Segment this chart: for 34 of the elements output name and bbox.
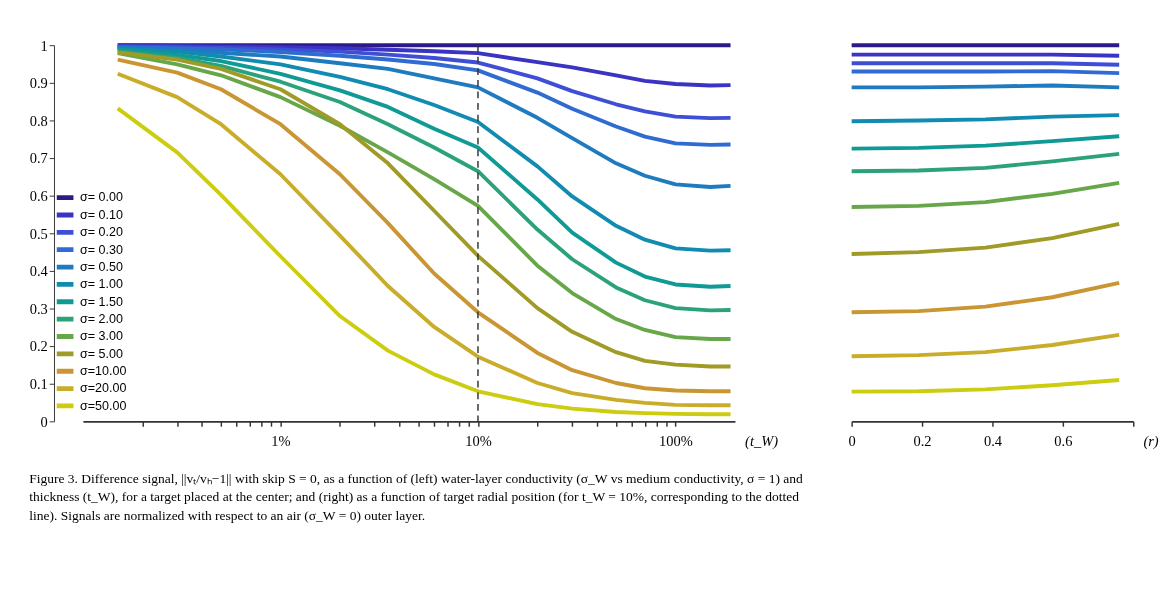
legend-label: σ=50.00 [80,398,127,413]
legend-label: σ= 0.10 [80,207,123,222]
y-tick-label: 1 [40,37,48,54]
legend-label: σ= 3.00 [80,329,123,344]
legend-label: σ= 1.00 [80,277,123,292]
y-tick-label: 0.7 [29,150,48,167]
legend-label: σ= 0.20 [80,225,123,240]
y-tick-label: 0.3 [29,300,48,317]
legend-label: σ= 2.00 [80,311,123,326]
y-tick-label: 0.4 [29,263,48,280]
y-tick-label: 0.5 [29,225,48,242]
x-tick-label: 1% [271,432,291,449]
y-tick-label: 0.1 [29,376,48,393]
legend-label: σ= 0.00 [80,190,123,205]
x-tick-label: 0 [848,432,856,449]
y-tick-label: 0.8 [29,112,48,129]
x-tick-label: 10% [465,432,492,449]
x-tick-label: 0.2 [913,432,932,449]
y-tick-label: 0.2 [29,338,48,355]
legend-label: σ= 0.30 [80,242,123,257]
legend-label: σ= 5.00 [80,346,123,361]
x-axis-title: (t_W) [745,432,779,450]
y-tick-label: 0.9 [29,75,48,92]
legend-label: σ= 0.50 [80,259,123,274]
y-tick-label: 0.6 [29,187,48,204]
x-tick-label: 0.4 [983,432,1002,449]
x-tick-label: 100% [659,432,693,449]
x-axis-title: (r) [1143,432,1159,450]
y-tick-label: 0 [40,413,48,430]
legend-label: σ=10.00 [80,364,127,379]
legend-label: σ=20.00 [80,381,127,396]
caption: Figure 3. Difference signal, ||vₜ/vₕ−1|| with skip S = 0, as a function of (left) water-layer conductivity (σ_W vs medium conductivity, σ = 1) and thickness (t_W), for a target placed at the center; and (right) as a function of target radial position (for t_W = 10%, corresponding to the dotted line). Signals are normalized with respect to an air (σ_W = 0) outer layer. [29,471,804,523]
legend-label: σ= 1.50 [80,294,123,309]
x-tick-label: 0.6 [1054,432,1073,449]
